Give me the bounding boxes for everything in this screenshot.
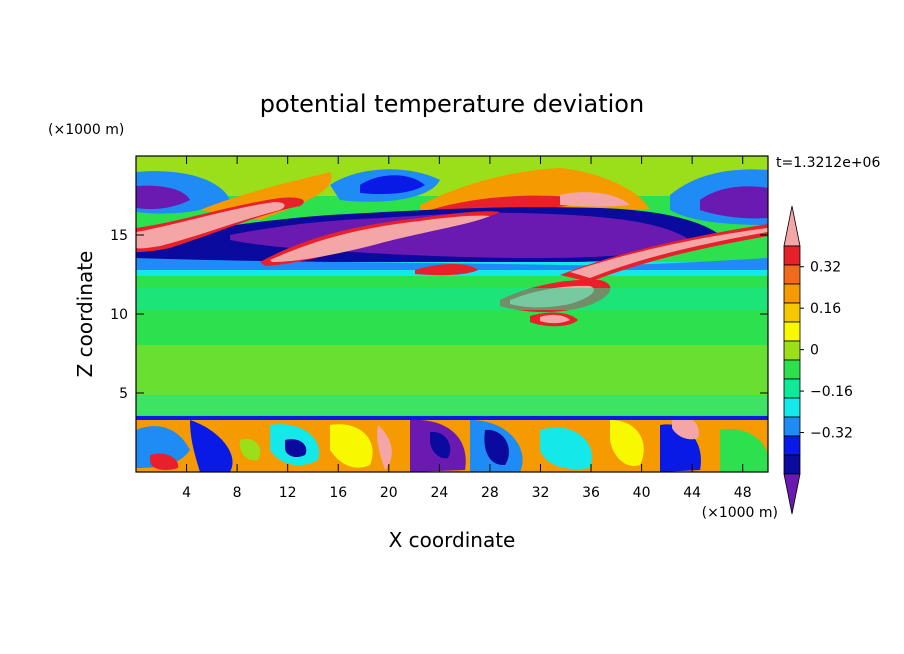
y-tick-label: 15 — [110, 228, 128, 244]
colorbar-label: 0 — [810, 343, 819, 359]
y-axis: 5 10 15 — [110, 228, 768, 402]
colorbar-label: 0.32 — [810, 260, 841, 276]
x-axis-label: X coordinate — [389, 528, 516, 552]
y-tick-label: 10 — [110, 307, 128, 323]
colorbar-extend-high — [783, 205, 801, 247]
x-axis: 4 8 12 16 20 24 28 32 36 40 44 48 — [182, 156, 752, 501]
colorbar-label: −0.16 — [810, 384, 853, 400]
colorbar-swatch — [783, 378, 801, 399]
colorbar-extend-low — [783, 473, 801, 515]
colorbar-label: −0.32 — [810, 426, 853, 442]
colorbar-swatch — [783, 302, 801, 323]
y-axis-label: Z coordinate — [73, 251, 97, 378]
colorbar-swatch — [783, 245, 801, 266]
x-tick-label: 24 — [430, 485, 448, 501]
y-tick-label: 5 — [119, 386, 128, 402]
colorbar-swatch — [783, 340, 801, 361]
colorbar-swatch — [783, 416, 801, 437]
chart-title: potential temperature deviation — [260, 90, 644, 118]
x-tick-label: 8 — [233, 485, 242, 501]
x-tick-label: 28 — [481, 485, 499, 501]
colorbar-swatch — [783, 264, 801, 285]
colorbar-swatch — [783, 435, 801, 456]
colorbar-swatch — [783, 283, 801, 304]
heatmap-field — [136, 156, 768, 472]
time-label: t=1.3212e+06 — [776, 155, 880, 171]
colorbar-swatch — [783, 397, 801, 418]
x-tick-label: 12 — [279, 485, 297, 501]
colorbar-swatch — [783, 454, 801, 475]
y-axis-unit: (×1000 m) — [48, 122, 124, 138]
x-tick-label: 4 — [182, 485, 191, 501]
x-tick-label: 44 — [683, 485, 701, 501]
colorbar-swatch — [783, 321, 801, 342]
colorbar-label: 0.16 — [810, 301, 841, 317]
x-tick-label: 36 — [582, 485, 600, 501]
colorbar: 0.32 0.16 0 −0.16 −0.32 — [783, 205, 853, 515]
x-tick-label: 16 — [329, 485, 347, 501]
x-tick-label: 40 — [633, 485, 651, 501]
x-tick-label: 48 — [734, 485, 752, 501]
x-tick-label: 32 — [532, 485, 550, 501]
x-axis-unit: (×1000 m) — [702, 505, 778, 521]
colorbar-swatch — [783, 359, 801, 380]
x-tick-label: 20 — [380, 485, 398, 501]
